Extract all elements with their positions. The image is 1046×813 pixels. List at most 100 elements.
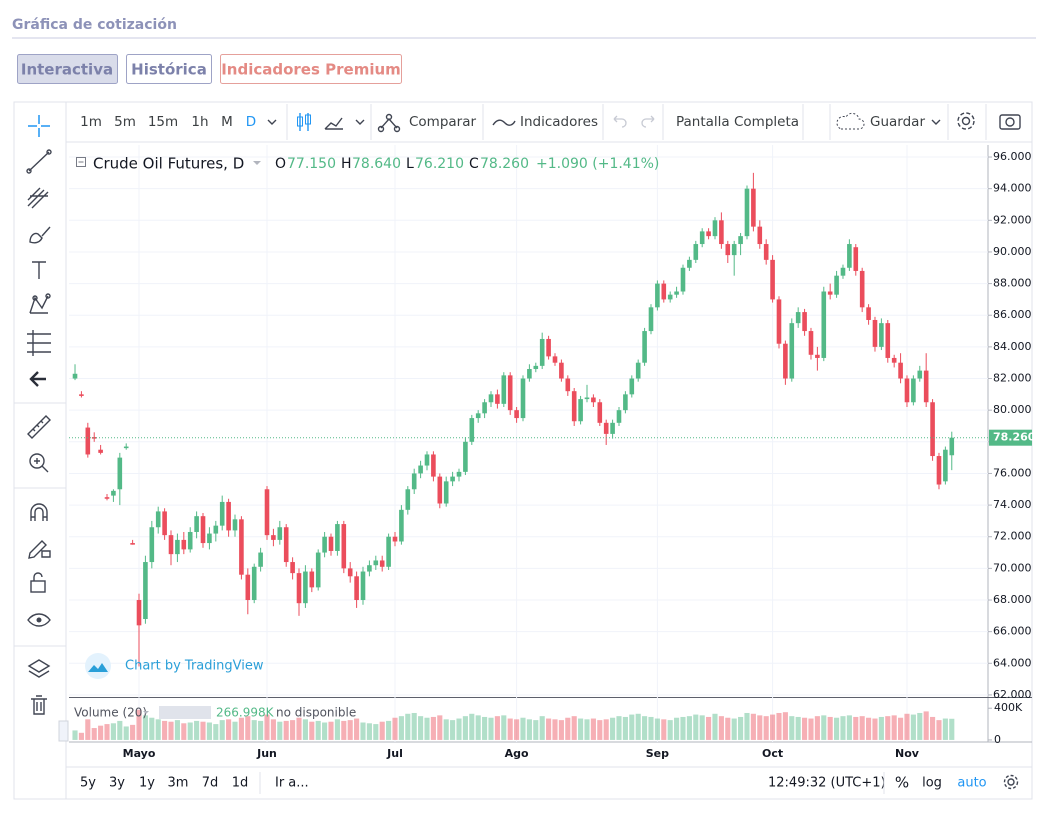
volume-bar — [270, 719, 276, 740]
interval-button[interactable]: 1h — [191, 114, 208, 130]
candle-body — [98, 449, 103, 453]
tab[interactable] — [17, 54, 118, 84]
compare-label[interactable]: Comparar — [409, 114, 477, 130]
magnet-tool[interactable] — [30, 503, 48, 521]
volume-bar — [885, 716, 891, 740]
candle-body — [635, 362, 641, 379]
settings-button[interactable] — [957, 112, 975, 130]
volume-bar — [872, 718, 878, 740]
candle-body — [315, 552, 321, 588]
scroll-left[interactable] — [58, 720, 69, 742]
axis-settings[interactable] — [1003, 774, 1019, 790]
candle-body — [719, 220, 724, 245]
candle-body — [264, 489, 270, 536]
layers-tool[interactable] — [27, 659, 51, 678]
range-button[interactable]: 1y — [139, 776, 155, 791]
candle-body — [463, 441, 468, 472]
crosshair-tool[interactable] — [28, 115, 50, 137]
interval-menu[interactable] — [267, 119, 277, 125]
candle-body — [578, 399, 583, 422]
volume-bar — [373, 724, 379, 740]
volume-bar — [456, 718, 462, 740]
symbol-menu[interactable] — [253, 161, 261, 165]
collapse-legend[interactable] — [76, 157, 86, 167]
trendline-tool[interactable] — [26, 149, 52, 174]
prediction-tool[interactable] — [27, 330, 51, 356]
volume-bar — [763, 716, 769, 740]
volume-bar — [187, 722, 193, 740]
auto-toggle[interactable]: auto — [957, 776, 986, 791]
tab-label[interactable]: Indicadores Premium — [221, 61, 401, 79]
indicators-icon[interactable] — [492, 119, 516, 126]
y-tick-label: 92.000 — [993, 213, 1032, 226]
undo-button[interactable] — [613, 115, 627, 128]
clock: 12:49:32 (UTC+1) — [768, 776, 886, 791]
candle-body — [456, 471, 462, 477]
visibility-tool[interactable] — [27, 613, 51, 627]
tab-label[interactable]: Interactiva — [21, 61, 113, 79]
volume-bar — [802, 717, 808, 740]
candle-body — [904, 378, 910, 403]
indicators-label[interactable]: Indicadores — [520, 114, 598, 130]
candle-body — [783, 343, 788, 379]
range-button[interactable]: 1d — [232, 776, 249, 791]
range-button[interactable]: 5y — [80, 776, 96, 791]
percent-toggle[interactable]: % — [895, 774, 909, 792]
change-value: +1.090 (+1.41%) — [536, 156, 659, 172]
volume-controls[interactable] — [159, 706, 211, 719]
log-toggle[interactable]: log — [922, 776, 942, 791]
interval-button[interactable]: 5m — [114, 114, 136, 130]
volume-value: 266.998K — [216, 706, 275, 720]
delete-tool[interactable] — [31, 695, 47, 715]
back-tool[interactable] — [29, 371, 46, 387]
candle-body — [699, 231, 705, 245]
watermark-text[interactable]: Chart by TradingView — [125, 659, 264, 674]
ruler-tool[interactable] — [27, 415, 51, 439]
volume-bar — [309, 721, 315, 740]
tab-label[interactable]: Histórica — [131, 61, 207, 79]
volume-bar — [654, 718, 660, 740]
goto-button[interactable]: Ir a... — [275, 776, 309, 791]
last-price-box — [989, 429, 1032, 446]
x-tick-label: Jun — [256, 747, 277, 760]
redo-button[interactable] — [641, 115, 655, 128]
candle-body — [162, 511, 167, 536]
volume-bar — [155, 719, 161, 740]
tab[interactable] — [220, 54, 402, 84]
text-tool[interactable] — [32, 261, 46, 279]
candle-body — [687, 259, 692, 268]
candle-body — [501, 375, 507, 404]
y-tick-label: 90.000 — [993, 245, 1032, 258]
save-icon[interactable] — [836, 112, 865, 130]
interval-button[interactable]: D — [246, 114, 256, 130]
range-button[interactable]: 7d — [202, 776, 219, 791]
chart-style-button[interactable] — [297, 113, 311, 131]
brush-tool[interactable] — [29, 226, 51, 244]
fullscreen-button[interactable]: Pantalla Completa — [676, 114, 799, 130]
interval-button[interactable]: 15m — [148, 114, 178, 130]
candle-body — [923, 370, 929, 403]
pattern-tool[interactable] — [29, 293, 51, 314]
fib-tool[interactable] — [27, 187, 49, 209]
watermark[interactable]: Chart by TradingView — [85, 653, 264, 679]
compare-button[interactable] — [377, 113, 401, 133]
zoom-tool[interactable] — [29, 453, 49, 473]
interval-button[interactable]: M — [221, 114, 233, 130]
y-tick-label: 64.000 — [993, 656, 1032, 669]
volume-menu[interactable] — [143, 711, 149, 714]
range-button[interactable]: 3y — [109, 776, 125, 791]
volume-bar — [206, 722, 212, 740]
lock-drawings-tool[interactable] — [28, 540, 51, 559]
snapshot-button[interactable] — [999, 114, 1021, 130]
range-button[interactable]: 3m — [168, 776, 189, 791]
volume-bar — [462, 716, 468, 740]
volume-bar — [226, 719, 232, 740]
save-label[interactable]: Guardar — [870, 114, 925, 130]
volume-bar — [328, 721, 334, 740]
candle-body — [591, 397, 596, 403]
interval-button[interactable]: 1m — [80, 114, 102, 130]
lock-tool[interactable] — [30, 572, 46, 593]
candle-body — [482, 402, 487, 414]
chart-type-button[interactable] — [324, 117, 343, 130]
tab[interactable] — [126, 54, 212, 84]
